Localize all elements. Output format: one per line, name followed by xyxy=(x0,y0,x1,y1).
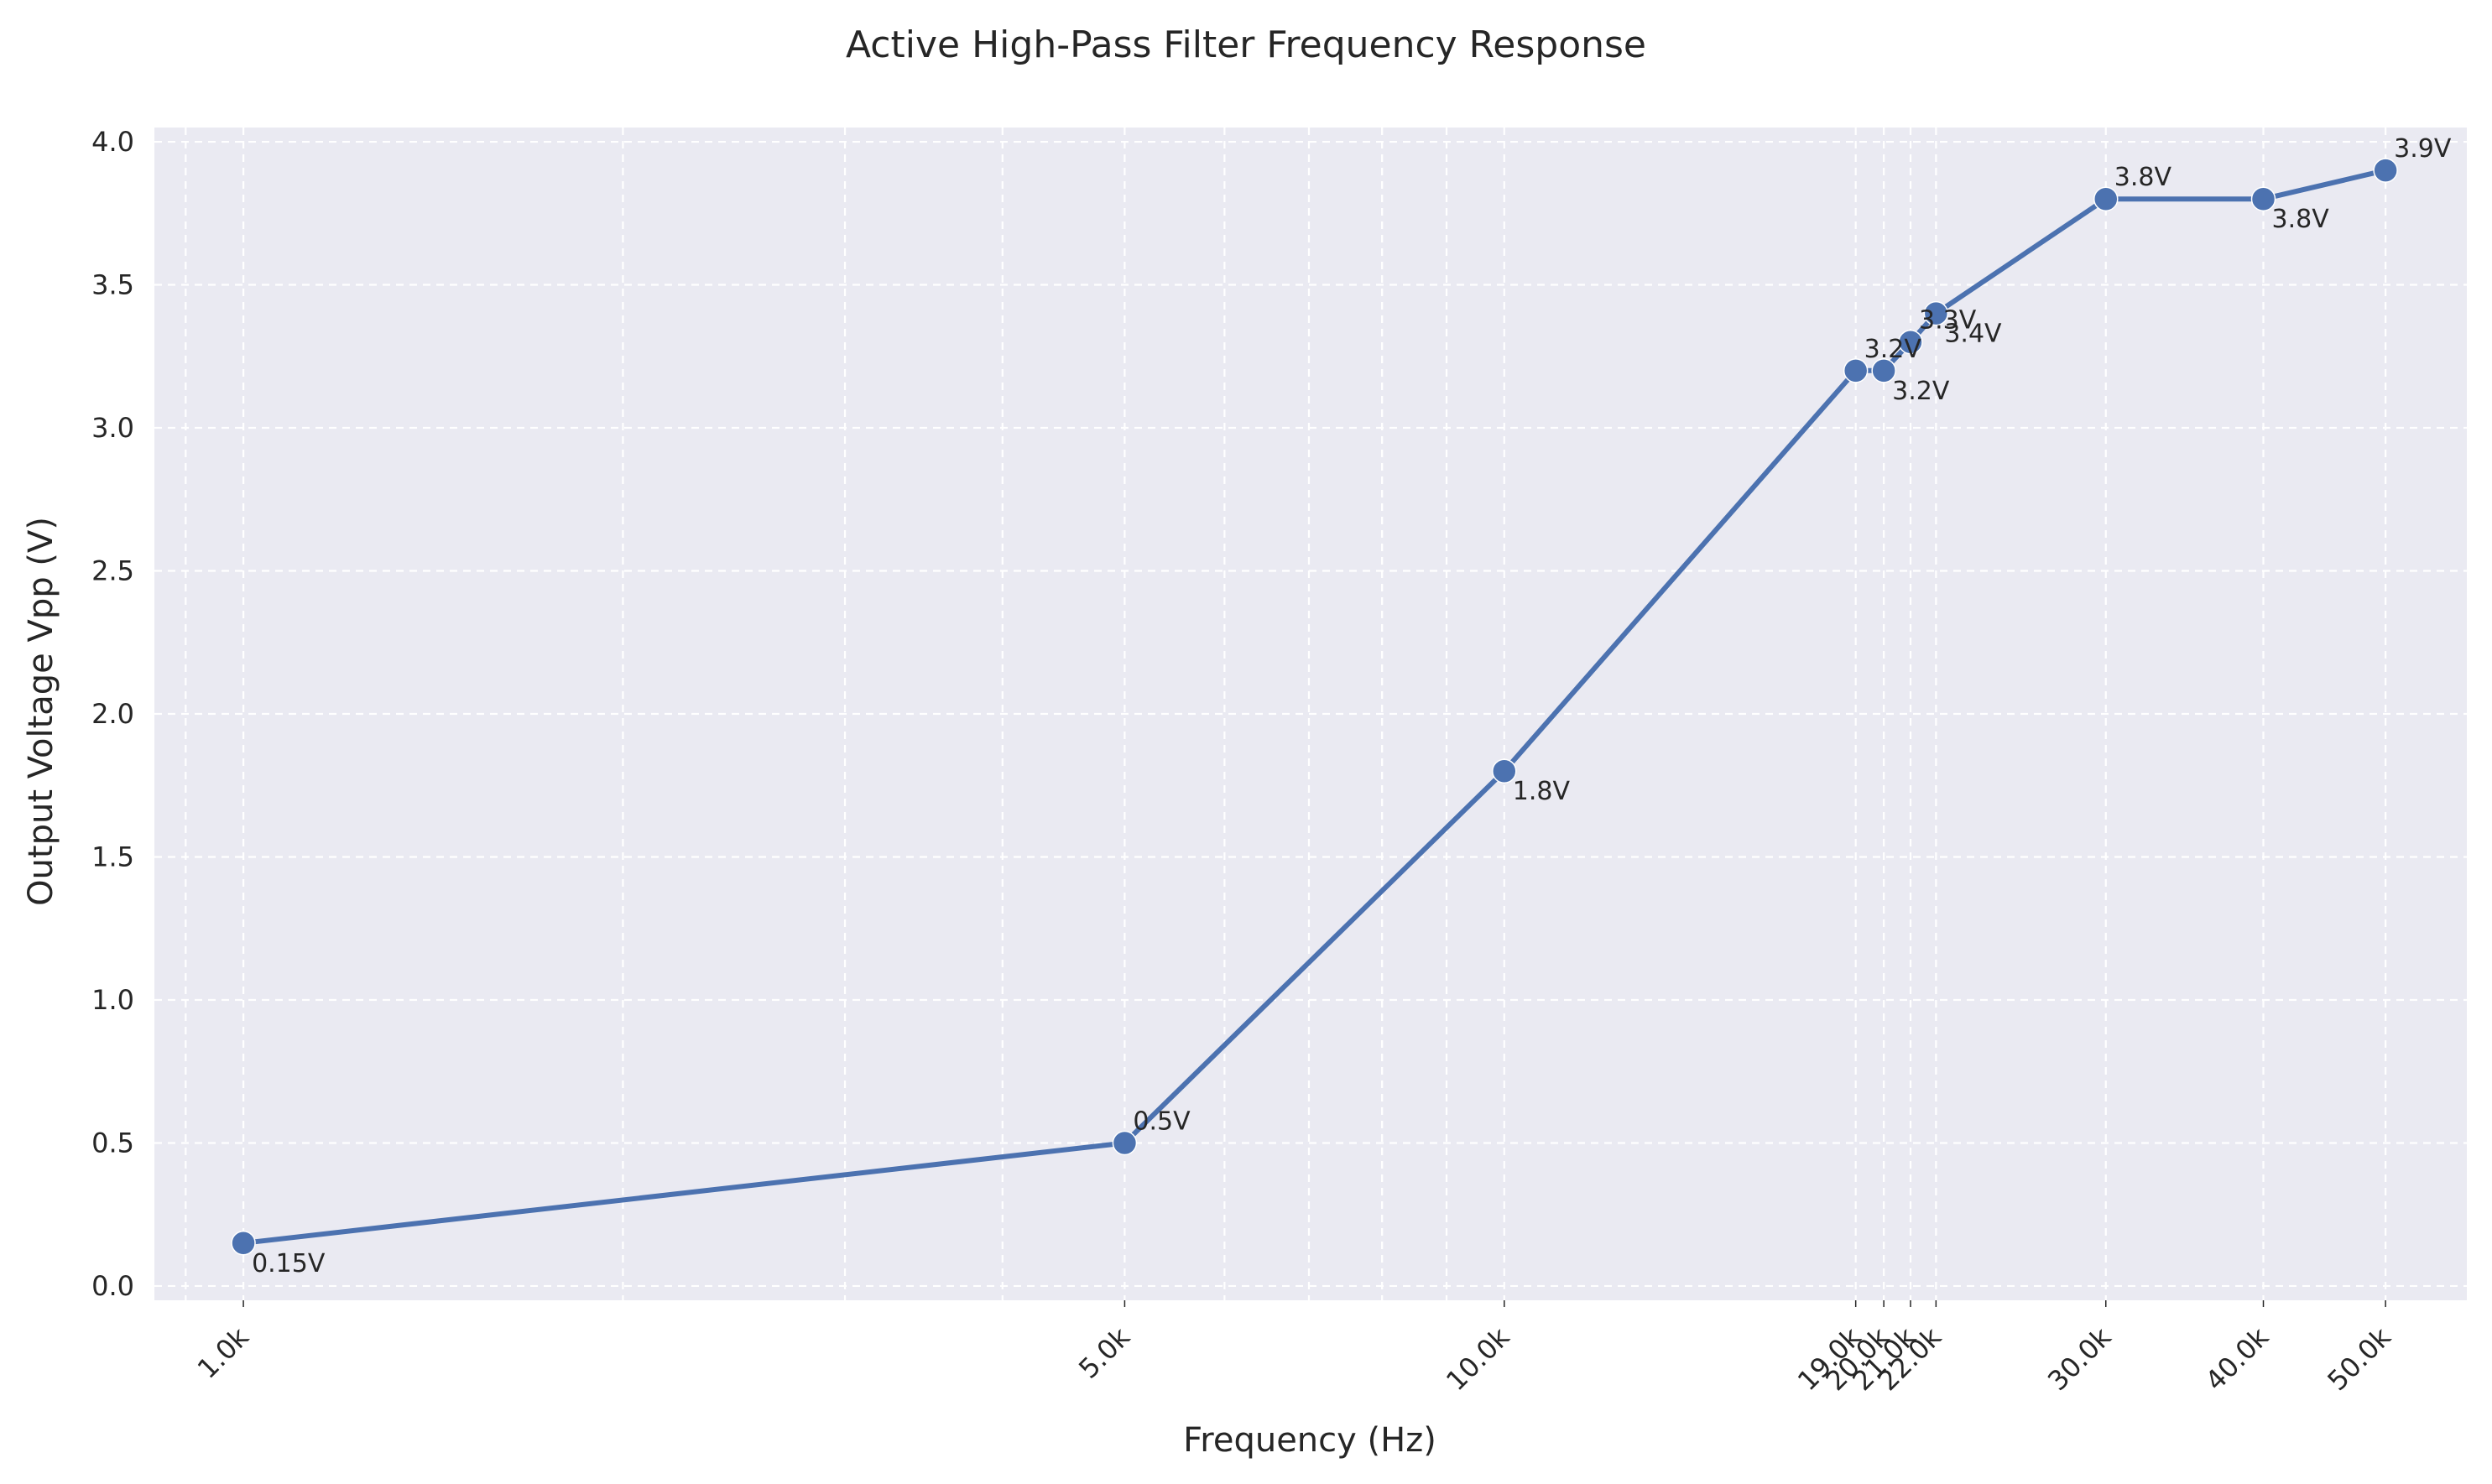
data-point xyxy=(1843,358,1869,383)
data-point xyxy=(1112,1130,1138,1156)
y-tick-label: 0.0 xyxy=(91,1270,134,1302)
data-label: 1.8V xyxy=(1513,777,1571,806)
data-point xyxy=(231,1231,256,1256)
data-label: 3.2V xyxy=(1892,377,1950,406)
data-point xyxy=(1898,329,1923,355)
data-point xyxy=(2373,158,2398,183)
y-tick-label: 3.5 xyxy=(91,269,134,301)
y-tick-label: 1.0 xyxy=(91,984,134,1016)
y-tick-label: 2.5 xyxy=(91,555,134,587)
chart-title: Active High-Pass Filter Frequency Respon… xyxy=(846,23,1646,66)
data-point xyxy=(2250,186,2276,211)
data-point xyxy=(1923,300,1949,326)
y-tick-label: 4.0 xyxy=(91,126,134,158)
series-line-layer xyxy=(241,168,2389,1246)
series-line xyxy=(241,168,2389,1246)
grid xyxy=(154,128,2467,1300)
data-label: 3.8V xyxy=(2114,163,2172,192)
y-tick-labels: 0.0 0.5 1.0 1.5 2.0 2.5 3.0 3.5 4.0 xyxy=(91,126,134,1302)
y-tick-label: 0.5 xyxy=(91,1127,134,1159)
data-label: 3.9V xyxy=(2394,134,2452,164)
data-label: 3.2V xyxy=(1864,335,1922,364)
data-label: 3.4V xyxy=(1944,320,2002,349)
data-point xyxy=(2093,186,2119,211)
y-tick-label: 1.5 xyxy=(91,841,134,872)
data-label: 0.5V xyxy=(1133,1106,1191,1136)
y-tick-label: 3.0 xyxy=(91,412,134,444)
y-tick-label: 2.0 xyxy=(91,698,134,730)
y-axis-label: Output Voltage Vpp (V) xyxy=(22,517,60,906)
data-label-layer: 0.15V0.5V1.8V3.2V3.2V3.3V3.4V3.8V3.8V3.9… xyxy=(252,134,2452,1278)
x-axis-label: Frequency (Hz) xyxy=(1183,1421,1436,1460)
data-label: 0.15V xyxy=(252,1249,326,1278)
data-point xyxy=(1492,758,1517,784)
marker-layer xyxy=(231,158,2398,1256)
data-label: 3.8V xyxy=(2272,205,2330,234)
data-label: 3.3V xyxy=(1919,306,1977,336)
data-point xyxy=(1871,358,1896,383)
